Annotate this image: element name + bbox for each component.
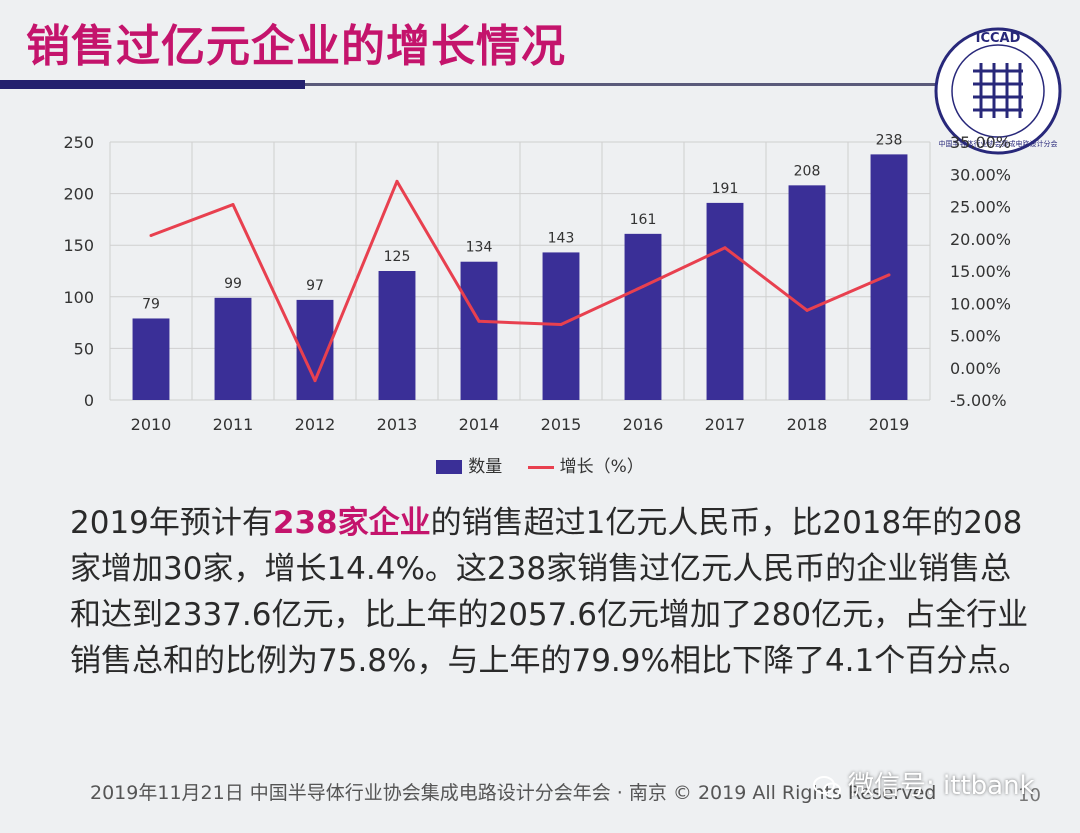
legend-line-swatch <box>527 465 554 469</box>
category-label: 2011 <box>213 415 254 434</box>
iccad-logo: ICCAD 中国半导体行业协会集成电路设计分会 <box>934 27 1062 155</box>
growth-point <box>805 308 809 312</box>
bar-value-label: 97 <box>306 278 324 294</box>
left-tick-label: 250 <box>63 133 94 152</box>
bar-value-label: 238 <box>876 132 903 148</box>
growth-point <box>887 273 891 277</box>
growth-line <box>150 179 890 383</box>
legend-bar-label: 数量 <box>468 457 503 477</box>
right-tick-label: -5.00% <box>950 391 1007 410</box>
slide-title: 销售过亿元企业的增长情况 <box>26 21 566 72</box>
summary-text-b: 的销售超过1亿元人民币，比2018年的208家增加30家，增长14.4%。这23… <box>70 505 1030 679</box>
growth-point <box>231 203 235 207</box>
bar-value-label: 134 <box>466 240 493 256</box>
page-number: 10 <box>1018 785 1041 806</box>
summary-highlight: 238家企业 <box>272 505 431 541</box>
left-tick-label: 150 <box>63 236 94 255</box>
footer-text: 2019年11月21日 中国半导体行业协会集成电路设计分会年会 · 南京 © 2… <box>90 782 937 804</box>
category-label: 2018 <box>787 415 828 434</box>
right-tick-label: 30.00% <box>950 165 1011 184</box>
left-tick-label: 50 <box>74 339 94 358</box>
chart-legend: 数量 增长（%） <box>0 452 1080 477</box>
right-tick-label: 15.00% <box>950 262 1011 281</box>
legend-item-count: 数量 <box>436 452 502 477</box>
growth-point <box>723 246 727 250</box>
bar-value-label: 99 <box>224 276 242 292</box>
left-tick-label: 0 <box>84 391 94 410</box>
legend-line-label: 增长（%） <box>559 457 644 477</box>
category-label: 2013 <box>377 415 418 434</box>
growth-point <box>641 284 645 288</box>
right-tick-label: 10.00% <box>950 294 1011 313</box>
left-tick-label: 100 <box>63 288 94 307</box>
bar <box>788 185 826 400</box>
bar-value-label: 208 <box>794 163 821 179</box>
bar <box>870 154 908 400</box>
bar <box>706 202 744 400</box>
title-rule-accent <box>0 80 305 89</box>
combo-chart: 0 50 100 150 200 250 -5.00% 0.00% 5.00% 10.00% 15.… <box>63 132 1011 434</box>
right-tick-label: 25.00% <box>950 198 1011 217</box>
watermark-text: 微信号: ittbank <box>848 771 1035 801</box>
title-rule <box>305 83 945 86</box>
wechat-watermark: 微信号: ittbank <box>812 765 1035 802</box>
bar <box>624 233 662 400</box>
wechat-icon <box>813 775 841 797</box>
right-tick-label: 20.00% <box>950 230 1011 249</box>
right-tick-label: 35.00% <box>950 133 1011 152</box>
category-label: 2016 <box>623 415 664 434</box>
summary-text-a: 2019年预计有 <box>70 505 273 541</box>
category-label: 2017 <box>705 415 746 434</box>
bar <box>460 261 498 400</box>
right-tick-label: 5.00% <box>950 327 1001 346</box>
bar <box>132 318 170 400</box>
category-label: 2019 <box>869 415 910 434</box>
category-label: 2015 <box>541 415 582 434</box>
summary-paragraph: 2019年预计有238家企业的销售超过1亿元人民币，比2018年的208家增加3… <box>70 500 1030 684</box>
bar <box>542 252 580 400</box>
legend-bar-swatch <box>436 460 463 474</box>
logo-text: ICCAD <box>976 31 1021 46</box>
right-tick-label: 0.00% <box>950 359 1001 378</box>
bar-value-label: 125 <box>384 249 411 265</box>
bar-value-label: 79 <box>142 296 160 312</box>
category-label: 2010 <box>131 415 172 434</box>
growth-point <box>559 323 563 327</box>
left-tick-label: 200 <box>63 185 94 204</box>
category-label: 2014 <box>459 415 500 434</box>
bar <box>378 271 416 400</box>
bar-value-label: 191 <box>712 181 739 197</box>
bar-value-label: 161 <box>630 212 657 228</box>
logo-subtext: 中国半导体行业协会集成电路设计分会 <box>939 139 1058 148</box>
growth-point <box>395 179 399 183</box>
bar <box>214 297 252 400</box>
bar-value-label: 143 <box>548 230 575 246</box>
growth-point <box>149 234 153 238</box>
growth-point <box>313 379 317 383</box>
growth-point <box>477 319 481 323</box>
category-label: 2012 <box>295 415 336 434</box>
legend-item-growth: 增长（%） <box>527 452 644 477</box>
